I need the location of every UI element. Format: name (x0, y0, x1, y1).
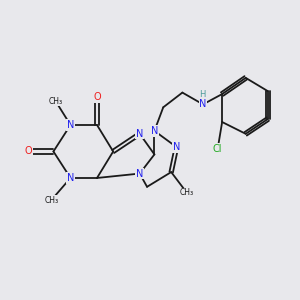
Text: CH₃: CH₃ (49, 97, 63, 106)
Text: N: N (136, 129, 143, 139)
Text: N: N (173, 142, 180, 152)
Text: N: N (136, 169, 143, 178)
Text: CH₃: CH₃ (44, 196, 58, 205)
Text: CH₃: CH₃ (180, 188, 194, 197)
Text: N: N (199, 99, 207, 110)
Text: O: O (93, 92, 101, 102)
Text: N: N (67, 173, 74, 183)
Text: N: N (67, 120, 74, 130)
Text: Cl: Cl (213, 143, 223, 154)
Text: N: N (151, 126, 158, 136)
Text: H: H (199, 90, 206, 99)
Text: O: O (25, 146, 32, 157)
